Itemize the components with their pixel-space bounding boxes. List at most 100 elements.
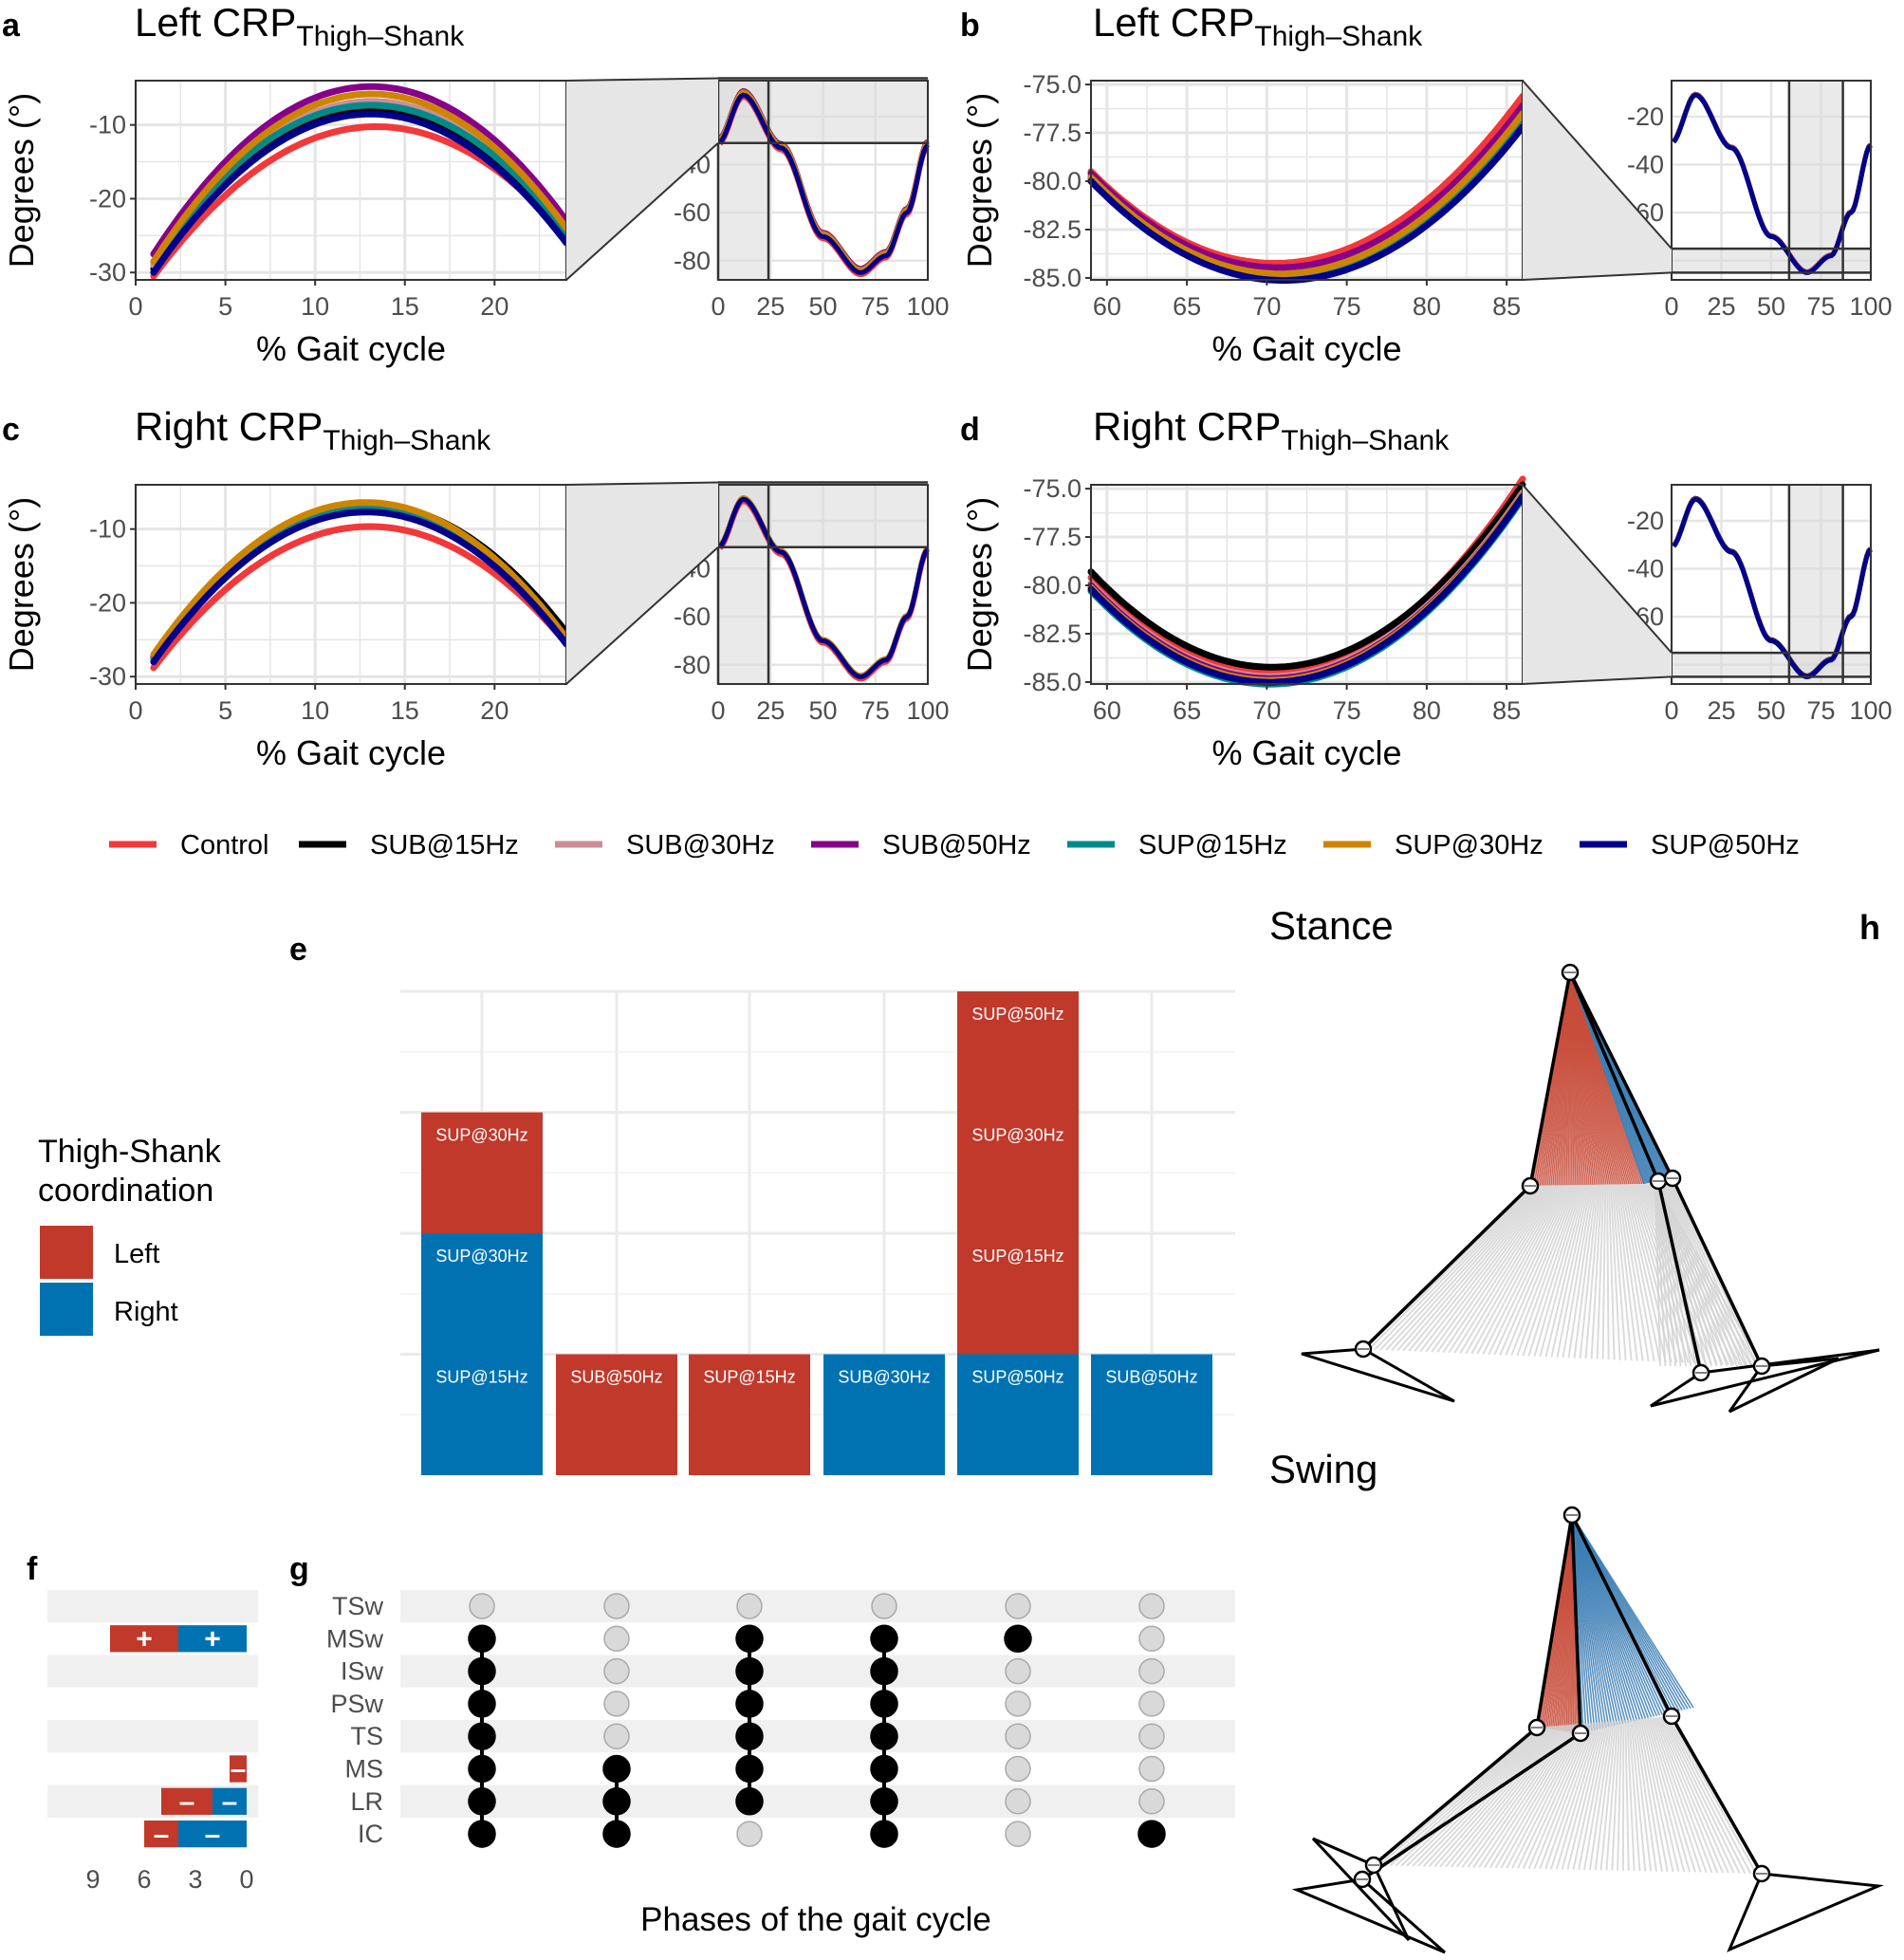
inset-border (1671, 484, 1872, 685)
stance-shank-fan (1544, 1184, 1589, 1358)
bar-segment-right (957, 1354, 1079, 1475)
panel-c: c Right CRPThigh–Shank 0 5 10 15 20 -10 -20 -30 % … (2, 404, 950, 772)
stance-shank-fan (1654, 1183, 1661, 1367)
panel-letter: b (960, 8, 980, 44)
inset-x-tick-label: 0 (711, 696, 725, 725)
g-dot-inactive (1138, 1593, 1165, 1619)
swing-shank-fan (1645, 1717, 1691, 1873)
zoom-connector (1523, 81, 1672, 280)
x-tick-label: 60 (1093, 696, 1121, 725)
bar-segment-left (957, 1112, 1079, 1233)
swing-shank-fan (1649, 1717, 1702, 1873)
panel-letter: e (289, 932, 307, 968)
g-dot-active (468, 1656, 496, 1686)
swing-shank-fan (1412, 1726, 1551, 1867)
row-stripe (400, 1720, 1235, 1753)
g-dot-inactive (603, 1657, 630, 1685)
coord-legend-title: Thigh-Shank (38, 1134, 222, 1170)
legend-label: Control (180, 830, 269, 860)
swing-shank-fan (1395, 1726, 1545, 1867)
swing-shank-fan (1665, 1716, 1747, 1875)
inset-x-tick-label: 100 (1849, 696, 1892, 725)
series-line-SUP@50Hz (1087, 492, 1526, 686)
g-dot-inactive (736, 1821, 763, 1847)
inset-y-tick-label: -40 (1627, 151, 1664, 179)
g-dot-inactive (603, 1691, 630, 1717)
panel-a: a Left CRPThigh–Shank 0 5 10 15 20 -10 -20 -30 % G… (2, 0, 950, 368)
stance-shank-fan (1654, 1183, 1667, 1367)
series-line-SUB@15Hz (1087, 481, 1526, 671)
inset-highlight-y (1672, 653, 1871, 677)
panel-title-main: Right CRP (135, 404, 323, 449)
g-dot-active (1004, 1624, 1032, 1654)
stance-shank-fan (1505, 1184, 1577, 1356)
stance-shank-fan (1584, 1184, 1601, 1359)
stance-shank-fan (1590, 1184, 1603, 1359)
x-tick-label: 10 (301, 292, 329, 321)
panel-title: Right CRPThigh–Shank (1093, 404, 1450, 456)
f-x-tick-label: 0 (239, 1865, 253, 1894)
panel-title: Right CRPThigh–Shank (135, 404, 491, 456)
bar-segment-right (1091, 1354, 1212, 1475)
inset-x-tick-label: 50 (808, 696, 837, 725)
panel-title: Left CRPThigh–Shank (135, 0, 465, 52)
legend-label: SUP@50Hz (1651, 830, 1800, 860)
bar-segment-right (823, 1354, 945, 1475)
g-dot-inactive (1005, 1755, 1031, 1783)
y-axis-label: Degrees (°) (2, 497, 41, 672)
stance-shank-fan (1533, 1184, 1585, 1357)
coord-legend-label: Left (114, 1239, 159, 1269)
swing-shank-fan (1517, 1723, 1588, 1869)
stance-shank-fan (1618, 1184, 1650, 1362)
swing-shank-fan (1539, 1722, 1596, 1870)
stance-shank-fan (1527, 1184, 1583, 1357)
g-dot-active (870, 1787, 898, 1816)
inset-x-tick-label: 0 (1664, 696, 1678, 725)
inset-x-tick-label: 25 (1707, 696, 1735, 725)
stance-shank-fan (1425, 1185, 1551, 1353)
panel-letter: f (27, 1551, 38, 1587)
g-dot-inactive (1138, 1657, 1165, 1685)
stance-shank-fan (1562, 1184, 1594, 1359)
stance-foot-left (1301, 1347, 1455, 1403)
stance-shank-fan (1611, 1184, 1627, 1360)
stance-shank-fan (1385, 1185, 1539, 1351)
y-tick-label: -77.5 (1023, 523, 1081, 551)
g-dot-inactive (871, 1593, 897, 1619)
g-dot-active (602, 1787, 631, 1816)
stance-shank-fan (1622, 1184, 1661, 1362)
legend-label: SUB@50Hz (882, 830, 1031, 860)
g-dot-inactive (1005, 1657, 1031, 1685)
upset-panels: e SUP@15Hz SUP@30Hz SUP@30Hz SUB@50Hz SUP@15H… (27, 932, 1235, 1938)
stance-shank-fan (1657, 1182, 1682, 1367)
panel-letter: c (2, 412, 20, 448)
bar-segment-left (957, 991, 1079, 1113)
stance-shank-fan (1516, 1184, 1580, 1357)
bar-segment-left (957, 1233, 1079, 1355)
legend-label: SUP@15Hz (1138, 830, 1287, 860)
x-tick-label: 75 (1333, 292, 1361, 321)
bar-segment-label: SUP@30Hz (435, 1247, 527, 1266)
x-tick-label: 20 (480, 292, 508, 321)
x-tick-label: 80 (1413, 696, 1441, 725)
swing-shank-fan (1500, 1723, 1582, 1869)
g-dot-active (602, 1754, 631, 1784)
bar-segment-label: SUB@50Hz (1105, 1368, 1197, 1387)
stance-shank-fan (1510, 1184, 1578, 1357)
g-dot-active (735, 1656, 764, 1686)
row-label: MSw (326, 1624, 384, 1653)
f-bar-left (110, 1625, 178, 1653)
swing-shank-fan (1605, 1720, 1619, 1871)
stance-shank-fan (1368, 1185, 1533, 1350)
swing-shank-fan (1636, 1718, 1663, 1872)
row-label: TSw (332, 1592, 384, 1620)
inset-y-tick-label: -60 (674, 198, 711, 227)
zoom-connector-line (565, 481, 719, 486)
row-label: TS (350, 1722, 383, 1750)
g-dot-inactive (1005, 1723, 1031, 1749)
x-tick-label: 70 (1252, 696, 1281, 725)
x-tick-label: 0 (128, 292, 142, 321)
g-dot-active (468, 1690, 496, 1718)
row-stripe (47, 1589, 258, 1623)
